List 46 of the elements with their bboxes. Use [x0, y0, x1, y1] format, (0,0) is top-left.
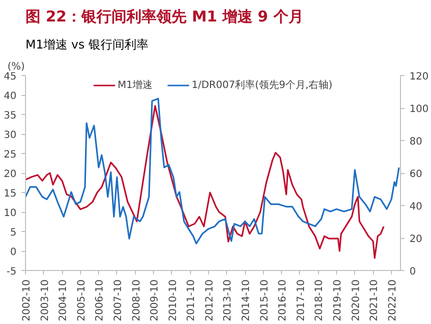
y2-tick-label: 100 — [410, 104, 429, 115]
y2-tick-label: 120 — [410, 72, 429, 82]
legend-label: M1增速 — [118, 78, 153, 92]
x-tick-label: 2004-10 — [58, 279, 70, 322]
y2-tick-label: 0 — [410, 266, 416, 278]
y2-tick-label: 20 — [410, 234, 422, 245]
x-tick-label: 2021-10 — [369, 279, 380, 322]
y2-tick-label: 40 — [410, 202, 422, 212]
x-tick-label: 2015-10 — [259, 279, 270, 322]
y2-tick-label: 60 — [410, 169, 422, 180]
line-series — [26, 105, 385, 259]
chart-subtitle: M1增速 vs 银行间利率 — [26, 38, 148, 52]
x-tick-label: 2012-10 — [204, 279, 216, 322]
y-tick-label: 10 — [4, 208, 17, 219]
x-tick-label: 2014-10 — [241, 279, 252, 322]
y-tick-label: -5 — [6, 266, 17, 278]
y-tick-label: 30 — [4, 130, 17, 141]
x-tick-label: 2017-10 — [296, 279, 307, 322]
x-tick-label: 2022-10 — [387, 279, 398, 322]
y-tick-label: 0 — [10, 247, 17, 258]
line-series — [26, 98, 400, 244]
x-tick-label: 2005-10 — [76, 279, 88, 322]
x-tick-label: 2009-10 — [150, 279, 161, 322]
y-tick-label: 25 — [4, 150, 17, 160]
x-tick-label: 2003-10 — [40, 279, 51, 322]
x-tick-label: 2008-10 — [131, 279, 142, 322]
x-tick-label: 2020-10 — [350, 279, 362, 322]
x-tick-label: 2019-10 — [332, 279, 344, 322]
x-tick-label: 2016-10 — [278, 279, 289, 322]
x-tick-label: 2010-10 — [168, 279, 179, 322]
x-tick-label: 2006-10 — [94, 279, 106, 322]
y-tick-label: 15 — [4, 188, 17, 200]
y2-tick-label: 80 — [410, 136, 422, 148]
x-tick-label: 2007-10 — [112, 279, 124, 322]
y-tick-label: 45 — [4, 72, 17, 82]
x-tick-label: 2011-10 — [186, 279, 198, 322]
x-tick-label: 2002-10 — [22, 279, 32, 322]
y-tick-label: 5 — [10, 228, 17, 238]
y-tick-label: 20 — [4, 169, 17, 180]
x-tick-label: 2018-10 — [314, 279, 326, 322]
x-tick-label: 2013-10 — [222, 279, 234, 322]
y-tick-label: 40 — [4, 91, 17, 102]
y-tick-label: 35 — [4, 110, 17, 122]
legend-label: 1/DR007利率(领先9个月,右轴) — [192, 78, 332, 92]
chart-title: 图 22：银行间利率领先 M1 增速 9 个月 — [26, 8, 304, 26]
y-axis-title: (%) — [8, 62, 25, 72]
